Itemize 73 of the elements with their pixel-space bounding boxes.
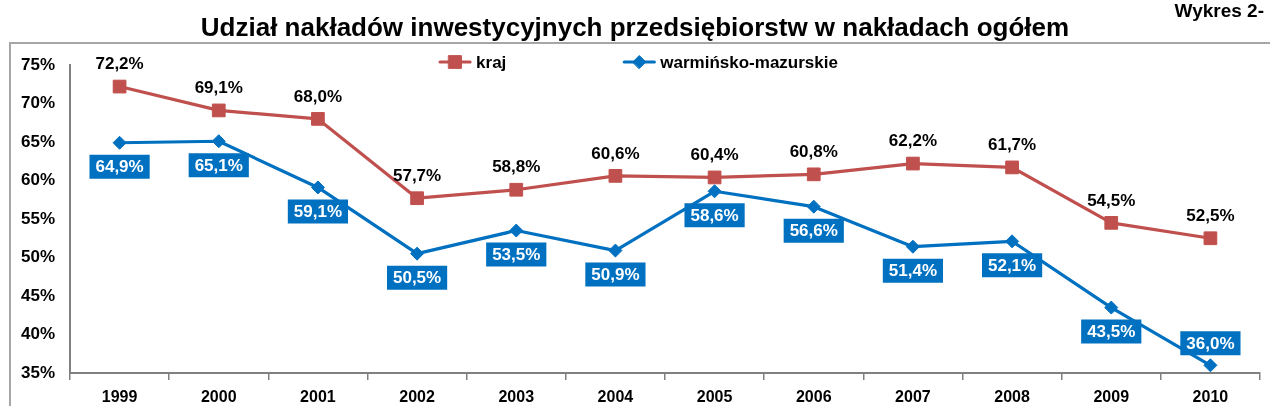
data-label: 58,6%: [690, 205, 739, 225]
y-tick-label: 35%: [20, 362, 55, 382]
point: [410, 246, 425, 261]
data-label: 54,5%: [1087, 190, 1136, 210]
y-tick-label: 75%: [20, 54, 55, 74]
x-tick-label: 2000: [200, 388, 237, 406]
point: [509, 223, 524, 238]
point: [211, 103, 226, 118]
data-label: 68,0%: [293, 86, 343, 106]
x-tick-label: 2005: [696, 388, 733, 406]
y-tick-label: 70%: [20, 93, 55, 113]
data-label: 58,8%: [492, 157, 541, 177]
data-label: 56,6%: [789, 221, 838, 241]
data-label: 69,1%: [194, 78, 243, 98]
y-tick-label: 65%: [20, 131, 55, 151]
point: [310, 180, 325, 195]
point: [608, 243, 623, 258]
data-label: 52,1%: [987, 256, 1037, 276]
y-tick-label: 45%: [20, 285, 55, 305]
x-tick-label: 2009: [1093, 388, 1130, 406]
data-label: 43,5%: [1087, 322, 1136, 342]
legend-label: warmińsko-mazurskie: [659, 52, 838, 72]
point: [112, 79, 127, 94]
point: [906, 156, 920, 171]
data-label: 62,2%: [888, 131, 938, 151]
data-label: 60,4%: [690, 145, 739, 165]
chart-title: Udział nakładów inwestycyjnych przedsiębiorstw w nakładach ogółem: [200, 12, 1070, 42]
x-tick-label: 1999: [101, 388, 138, 406]
data-label: 50,5%: [392, 268, 442, 288]
data-label: 64,9%: [95, 157, 144, 177]
point: [1104, 215, 1119, 230]
point: [905, 239, 920, 254]
y-tick-label: 50%: [20, 247, 55, 267]
point: [410, 191, 424, 206]
x-tick-label: 2001: [300, 388, 336, 406]
x-tick-label: 2010: [1192, 388, 1229, 406]
data-label: 72,2%: [95, 54, 144, 74]
data-label: 57,7%: [392, 165, 442, 185]
point: [311, 112, 325, 126]
point: [1203, 231, 1218, 246]
y-tick-label: 60%: [20, 170, 55, 190]
point: [1104, 300, 1119, 315]
point: [1203, 358, 1218, 373]
point: [509, 182, 524, 197]
point: [707, 184, 722, 199]
x-tick-label: 2002: [399, 388, 435, 406]
legend-label: kraj: [476, 52, 507, 72]
data-label: 53,5%: [492, 245, 541, 265]
x-tick-label: 2006: [795, 388, 832, 406]
x-tick-label: 2004: [597, 388, 634, 406]
point: [211, 134, 226, 149]
x-tick-label: 2003: [498, 388, 535, 406]
data-label: 36,0%: [1186, 333, 1235, 353]
data-label: 65,1%: [194, 155, 243, 175]
data-label: 52,5%: [1186, 205, 1235, 225]
point: [608, 169, 623, 183]
data-label: 60,6%: [591, 143, 640, 163]
point: [806, 167, 821, 182]
x-tick-label: 2007: [895, 388, 931, 406]
point: [1005, 234, 1020, 249]
y-tick-label: 55%: [20, 208, 55, 228]
data-label: 51,4%: [888, 261, 938, 281]
data-label: 50,9%: [591, 265, 640, 285]
data-label: 60,8%: [789, 142, 838, 162]
x-tick-label: 2008: [994, 388, 1030, 406]
y-tick-label: 40%: [20, 324, 55, 344]
data-label: 61,7%: [987, 135, 1037, 155]
point: [112, 135, 127, 150]
point: [806, 199, 821, 214]
point: [707, 170, 722, 185]
text: Wykres 2-: [1174, 0, 1264, 22]
point: [1005, 160, 1019, 175]
data-label: 59,1%: [293, 202, 343, 222]
